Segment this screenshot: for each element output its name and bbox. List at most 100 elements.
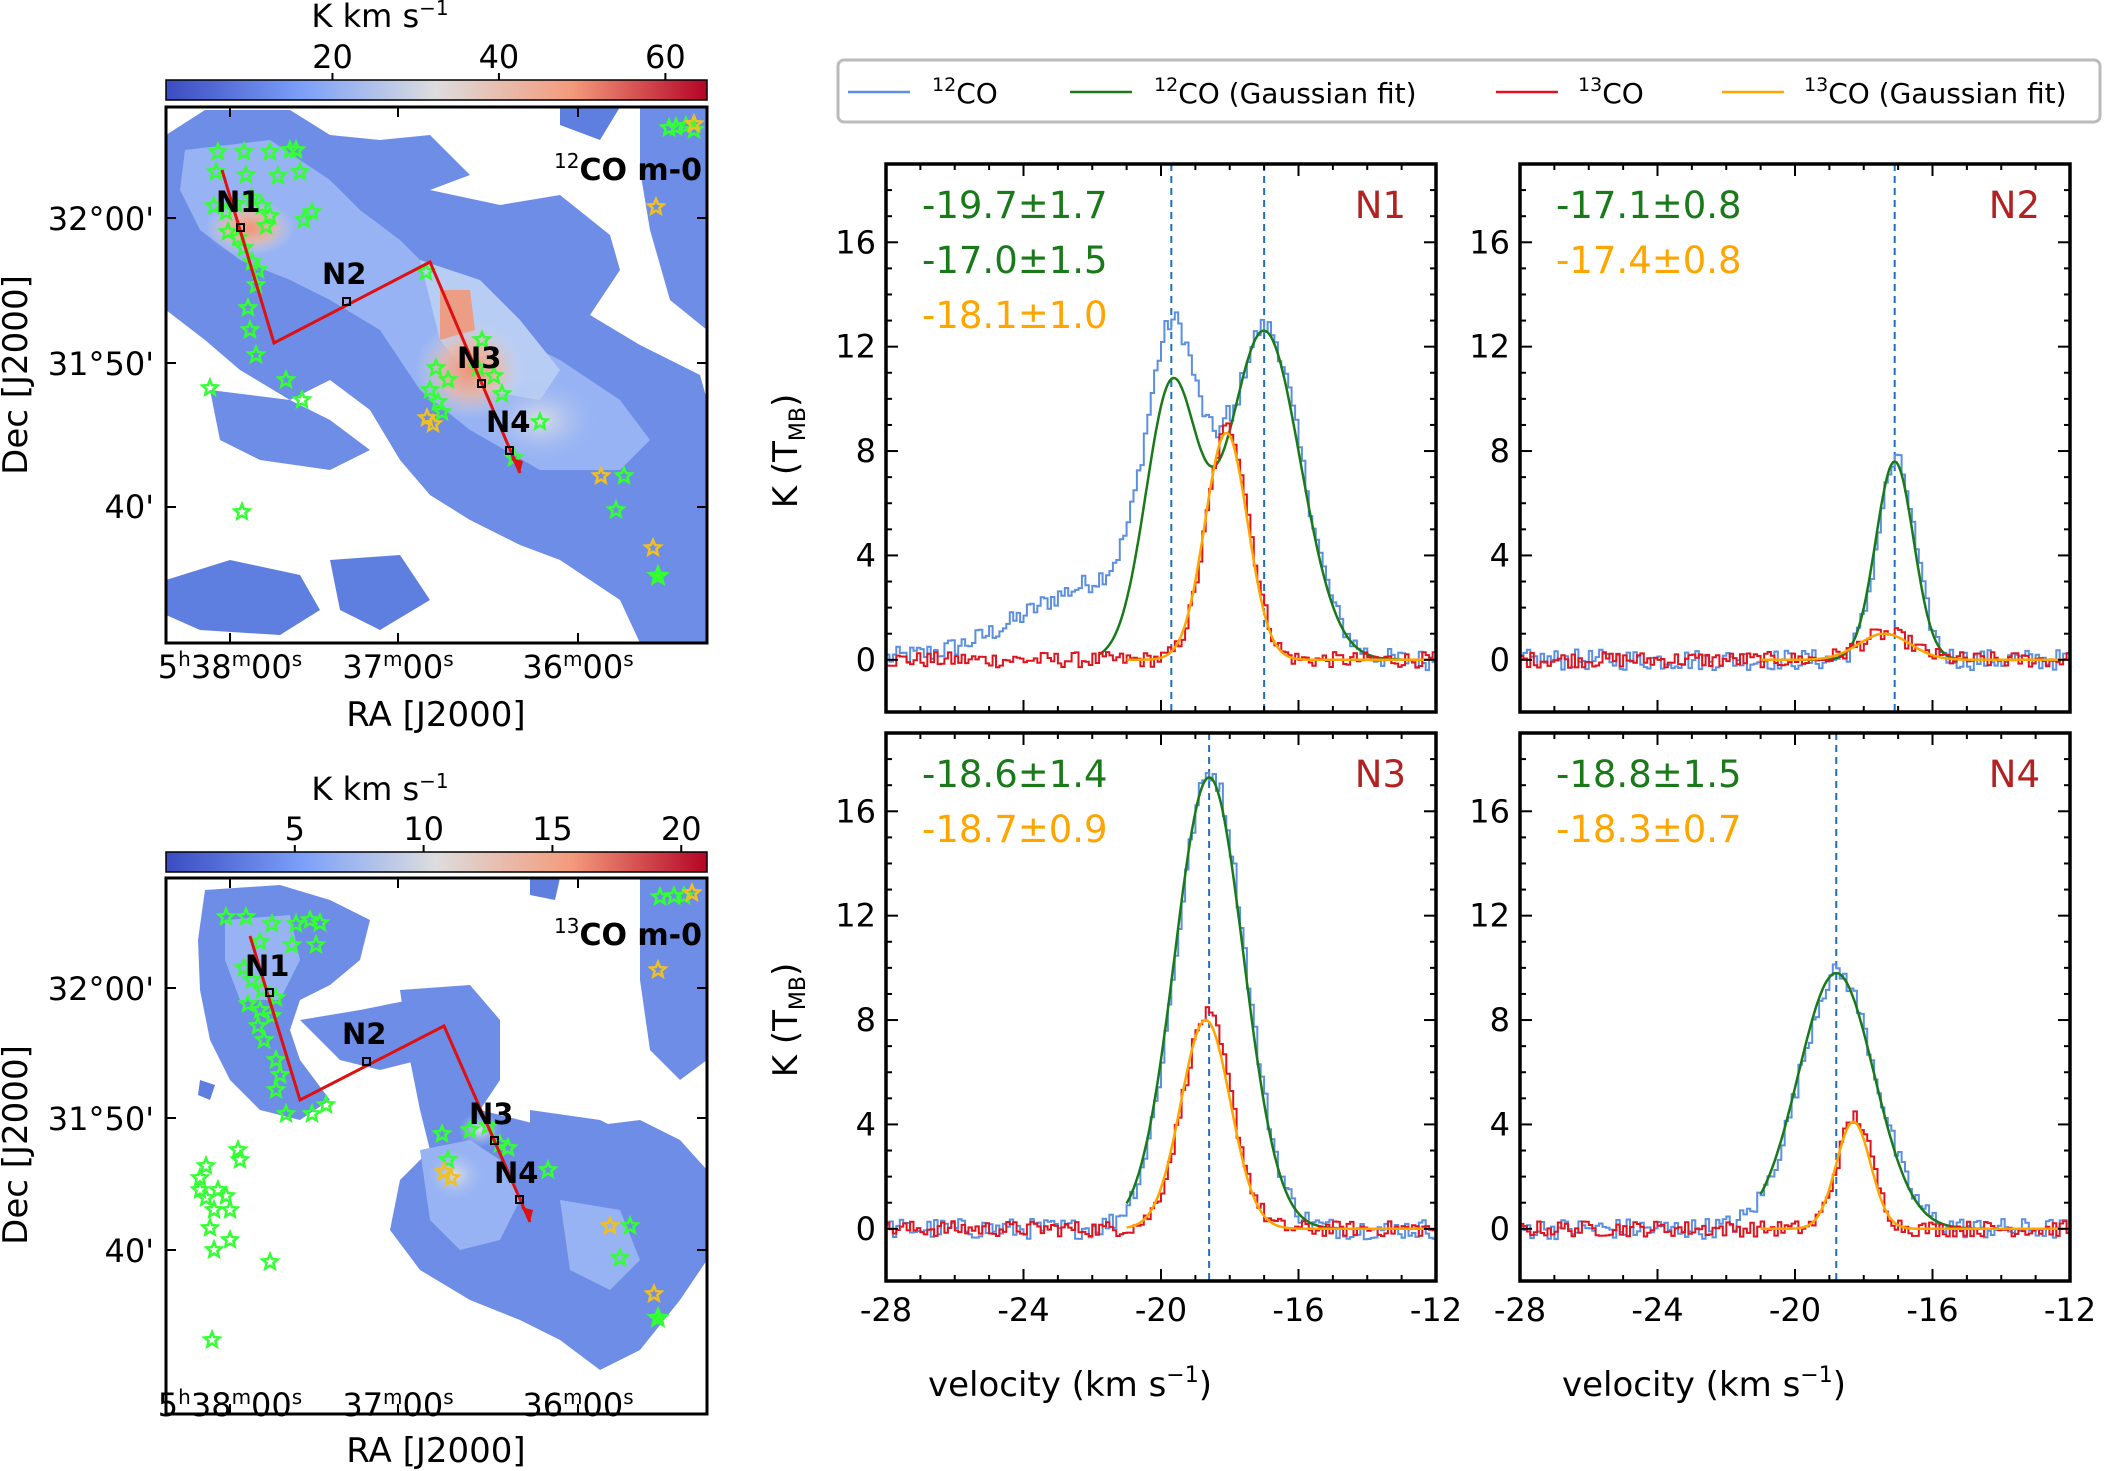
colorbar-tick-label: 60 (645, 38, 686, 76)
spectra-ylabel-top: K (TMB) (766, 394, 811, 508)
position-marker-n2 (342, 297, 351, 306)
yso-star (646, 563, 670, 586)
position-label-n1: N1 (216, 185, 260, 219)
yso-star (609, 1246, 631, 1268)
ra-tick-label: 36m00s (522, 1385, 633, 1424)
spectra-panels: 0 4 8 12 16 N1 -19.7±1.7 -17.0±1.5 -18.1±1.0 0 4 8 1… (835, 162, 2096, 1329)
y-tick-label: 0 (856, 641, 876, 679)
yso-star (459, 1118, 481, 1140)
legend-label-12co: 12CO (932, 74, 998, 110)
yso-star (643, 1282, 665, 1304)
fit-annotation: -18.3±0.7 (1556, 808, 1742, 851)
yso-star (249, 930, 271, 952)
yso-star (217, 220, 239, 242)
yso-star (253, 1028, 275, 1050)
spectra-ylabel-bottom: K (TMB) (766, 963, 811, 1077)
yso-star (237, 296, 259, 318)
dec-tick-label: 32°00' (48, 970, 154, 1008)
emission-13co (198, 878, 707, 1370)
y-tick-label: 8 (1490, 1001, 1510, 1039)
map-frame (164, 105, 709, 645)
fit-annotation: -17.0±1.5 (922, 239, 1108, 282)
position-label-n4: N4 (486, 405, 530, 439)
position-label-n2: N2 (342, 1017, 386, 1051)
yso-star (255, 214, 277, 236)
map-13co: K km s−1 5 10 15 20 N1 N2 N3 N4 (0, 769, 709, 1471)
yso-star (471, 328, 493, 350)
yso-star (537, 1158, 559, 1180)
yso-star (279, 138, 301, 160)
colorbar-tick-label: 15 (532, 810, 573, 848)
yso-star (249, 998, 271, 1020)
position-label-n1: N1 (245, 949, 289, 983)
spectra-xlabel-right: velocity (km s−1) (1562, 1363, 1846, 1405)
track-line (248, 935, 532, 1223)
yso-star (431, 400, 453, 422)
yso-star (259, 140, 281, 162)
panel-label: N4 (1989, 753, 2040, 796)
position-marker-n3 (477, 379, 486, 388)
colorbar (165, 79, 708, 101)
x-tick-label: -24 (1631, 1291, 1683, 1329)
fit-annotation: -18.1±1.0 (922, 294, 1108, 337)
yso-star (491, 382, 513, 404)
yso-star (241, 968, 263, 990)
series-13co (886, 1006, 1436, 1238)
stars (199, 112, 705, 586)
yso-star (422, 412, 444, 434)
ra-tick-label: 5h38m00s (158, 647, 302, 686)
yso-star (237, 992, 259, 1014)
dec-tick-label: 32°00' (48, 200, 154, 238)
yso-star (247, 1014, 269, 1036)
fit-annotation: -18.8±1.5 (1556, 753, 1742, 796)
map-frame (164, 876, 709, 1416)
yso-star (201, 1328, 223, 1350)
yso-star (233, 140, 255, 162)
yso-star (245, 273, 267, 295)
y-tick-label: 12 (835, 328, 876, 366)
yso-star (251, 978, 273, 1000)
yso-star (203, 194, 225, 216)
map-ylabel: Dec [J2000] (0, 275, 36, 475)
yso-star (215, 905, 237, 927)
colorbar-tick-label: 40 (479, 38, 520, 76)
map-ticks (166, 107, 707, 643)
yso-star (642, 536, 664, 558)
yso-star (291, 388, 313, 410)
ra-tick-label: 37m00s (342, 1385, 453, 1424)
yso-star (437, 368, 459, 390)
position-marker-n4 (515, 1195, 524, 1204)
stars (189, 881, 703, 1350)
y-tick-label: 16 (1469, 792, 1510, 830)
yso-star (235, 163, 257, 185)
yso-star (605, 498, 627, 520)
x-tick-label: -28 (860, 1291, 912, 1329)
y-tick-label: 12 (835, 897, 876, 935)
colorbar-tick-label: 5 (285, 810, 305, 848)
yso-star (647, 958, 669, 980)
map-12co: K km s−1 20 40 60 N1 N2 N3 N4 (0, 0, 709, 735)
fit-annotation: -18.6±1.4 (922, 753, 1108, 796)
yso-star (205, 160, 227, 182)
yso-star (305, 933, 327, 955)
x-tick-label: -24 (997, 1291, 1049, 1329)
yso-star (199, 1216, 221, 1238)
yso-star (497, 1136, 519, 1158)
ra-tick-label: 37m00s (342, 647, 453, 686)
fit-annotation: -17.1±0.8 (1556, 184, 1742, 227)
legend-label-13co-fit: 13CO (Gaussian fit) (1804, 74, 2067, 110)
yso-star (483, 364, 505, 386)
series-12co (1520, 963, 2070, 1241)
yso-star (675, 114, 697, 136)
yso-star (259, 204, 281, 226)
panel-label: N1 (1355, 184, 1406, 227)
y-tick-label: 8 (1490, 432, 1510, 470)
yso-star (285, 912, 307, 934)
dec-tick-label: 31°50' (48, 1100, 154, 1138)
plot-area (1520, 164, 2070, 712)
yso-star (683, 118, 705, 140)
yso-star (261, 912, 283, 934)
yso-star (427, 390, 449, 412)
map-ticks (166, 878, 707, 1414)
yso-star (301, 200, 323, 222)
